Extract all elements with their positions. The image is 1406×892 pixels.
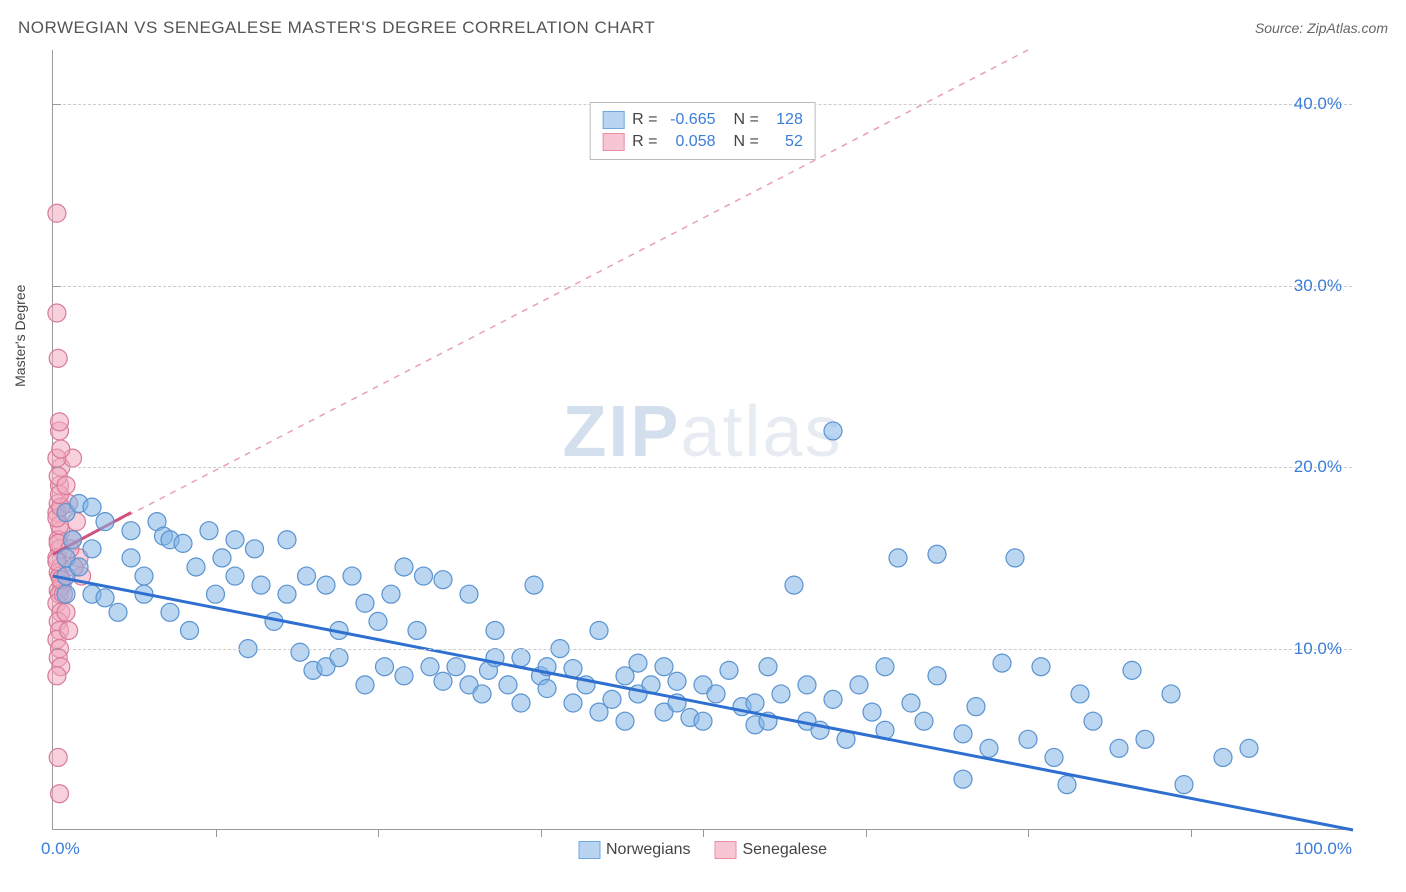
- x-axis-label-left: 0.0%: [41, 839, 80, 859]
- legend-stats: R = -0.665 N = 128 R = 0.058 N = 52: [589, 102, 816, 160]
- legend-series-item: Senegalese: [714, 841, 827, 859]
- grid-line: [53, 467, 1352, 468]
- x-axis-label-right: 100.0%: [1294, 839, 1352, 859]
- legend-r-label: R =: [632, 111, 657, 129]
- y-axis-label: 30.0%: [1294, 276, 1342, 296]
- y-tick: [53, 104, 61, 105]
- legend-r-value: -0.665: [666, 111, 716, 129]
- x-tick: [1191, 829, 1192, 837]
- grid-line: [53, 649, 1352, 650]
- legend-swatch: [578, 841, 600, 859]
- y-axis-label: 20.0%: [1294, 457, 1342, 477]
- y-tick: [53, 286, 61, 287]
- legend-n-value: 128: [767, 111, 803, 129]
- legend-swatch: [714, 841, 736, 859]
- legend-swatch: [602, 111, 624, 129]
- legend-series-item: Norwegians: [578, 841, 690, 859]
- x-tick: [378, 829, 379, 837]
- legend-n-value: 52: [767, 133, 803, 151]
- legend-r-label: R =: [632, 133, 657, 151]
- source-label: Source: ZipAtlas.com: [1255, 20, 1388, 36]
- x-tick: [216, 829, 217, 837]
- y-axis-label: 10.0%: [1294, 639, 1342, 659]
- y-axis-label: 40.0%: [1294, 94, 1342, 114]
- legend-stat-row: R = 0.058 N = 52: [602, 131, 803, 153]
- legend-swatch: [602, 133, 624, 151]
- legend-n-label: N =: [734, 111, 759, 129]
- data-svg: [53, 50, 1352, 829]
- legend-series-label: Norwegians: [606, 841, 690, 859]
- legend-n-label: N =: [734, 133, 759, 151]
- legend-r-value: 0.058: [666, 133, 716, 151]
- x-tick: [1028, 829, 1029, 837]
- legend-series-label: Senegalese: [742, 841, 827, 859]
- legend-series: Norwegians Senegalese: [578, 841, 827, 859]
- plot-area: ZIPatlas R = -0.665 N = 128 R = 0.058 N …: [52, 50, 1352, 830]
- grid-line: [53, 286, 1352, 287]
- x-tick: [541, 829, 542, 837]
- x-tick: [866, 829, 867, 837]
- y-tick: [53, 649, 61, 650]
- legend-stat-row: R = -0.665 N = 128: [602, 109, 803, 131]
- y-tick: [53, 467, 61, 468]
- x-tick: [703, 829, 704, 837]
- y-axis-title: Master's Degree: [12, 285, 28, 387]
- chart-title: NORWEGIAN VS SENEGALESE MASTER'S DEGREE …: [18, 18, 655, 38]
